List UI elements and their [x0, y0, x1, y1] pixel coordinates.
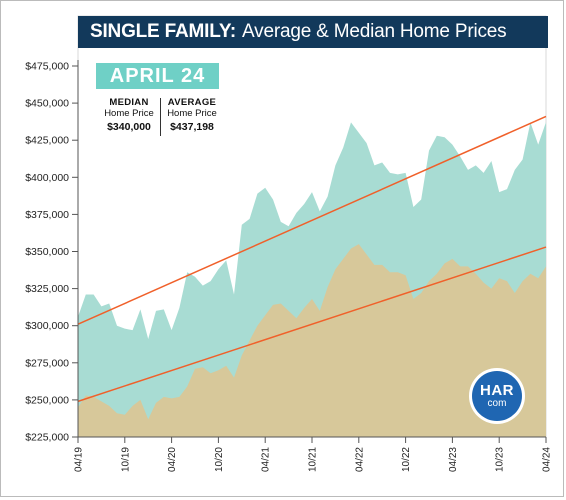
x-tick-label: 04/19 — [74, 447, 85, 472]
y-tick-label: $450,000 — [25, 98, 69, 110]
x-tick-label: 10/21 — [308, 447, 319, 472]
chart-title-rest: Average & Median Home Prices — [242, 21, 506, 43]
y-tick-label: $300,000 — [25, 320, 69, 332]
chart-title-bold: SINGLE FAMILY: — [90, 21, 236, 43]
x-tick-label: 04/22 — [354, 447, 365, 472]
y-tick-label: $225,000 — [25, 432, 69, 444]
y-tick-label: $475,000 — [25, 61, 69, 73]
x-tick-label: 04/20 — [167, 447, 178, 472]
x-tick-label: 10/19 — [120, 447, 131, 472]
average-stat-subheading: Home Price — [161, 108, 223, 119]
har-logo: HAR com — [472, 371, 522, 421]
chart-title: SINGLE FAMILY: Average & Median Home Pri… — [78, 16, 548, 48]
median-stat-subheading: Home Price — [98, 108, 160, 119]
y-tick-label: $250,000 — [25, 394, 69, 406]
average-stat-value: $437,198 — [161, 121, 223, 133]
average-stat-heading: AVERAGE — [161, 97, 223, 108]
x-tick-label: 04/21 — [261, 447, 272, 472]
y-tick-label: $375,000 — [25, 209, 69, 221]
x-tick-label: 10/20 — [214, 447, 225, 472]
x-tick-label: 04/23 — [448, 447, 459, 472]
average-stat: AVERAGE Home Price $437,198 — [161, 97, 223, 133]
y-tick-label: $350,000 — [25, 246, 69, 258]
y-tick-label: $400,000 — [25, 172, 69, 184]
har-logo-text: HAR — [472, 384, 522, 398]
x-tick-label: 10/22 — [401, 447, 412, 472]
y-tick-label: $325,000 — [25, 283, 69, 295]
median-stat-heading: MEDIAN — [98, 97, 160, 108]
x-tick-label: 10/23 — [495, 447, 506, 472]
har-logo-subtext: com — [472, 398, 522, 409]
x-tick-label: 04/24 — [542, 447, 553, 472]
y-tick-label: $425,000 — [25, 135, 69, 147]
month-badge: APRIL 24 — [96, 63, 219, 89]
y-tick-label: $275,000 — [25, 357, 69, 369]
median-stat: MEDIAN Home Price $340,000 — [98, 97, 160, 133]
median-stat-value: $340,000 — [98, 121, 160, 133]
